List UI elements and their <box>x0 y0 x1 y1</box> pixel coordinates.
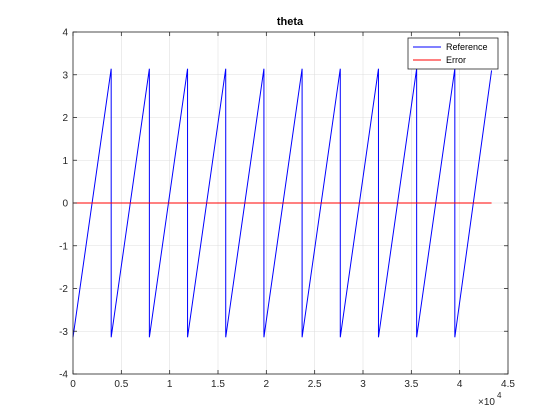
legend-label-error: Error <box>446 55 466 65</box>
x-tick-label: 3.5 <box>404 379 418 390</box>
y-tick-label: 4 <box>62 28 68 39</box>
y-tick-label: -1 <box>59 241 68 252</box>
x-tick-label: 4 <box>457 379 463 390</box>
x-tick-label: 4.5 <box>501 379 515 390</box>
legend: Reference Error <box>407 37 499 70</box>
x-tick-label: 1.5 <box>211 379 225 390</box>
x-exponent: ×10 4 <box>478 391 502 408</box>
y-tick-label: -4 <box>59 370 68 381</box>
series-layer <box>72 68 493 338</box>
y-tick-labels: -4 -3 -2 -1 0 1 2 3 4 <box>59 28 68 381</box>
y-tick-label: 1 <box>62 156 68 167</box>
x-tick-label: 0.5 <box>114 379 128 390</box>
x-exponent-power: 4 <box>497 391 502 400</box>
x-tick-label: 3 <box>360 379 366 390</box>
y-tick-label: 3 <box>62 70 68 81</box>
x-tick-label: 1 <box>167 379 173 390</box>
legend-label-reference: Reference <box>446 42 488 52</box>
ticks <box>72 31 509 375</box>
chart-title: theta <box>277 16 304 28</box>
x-tick-label: 2 <box>264 379 270 390</box>
legend-box <box>407 37 499 70</box>
y-tick-label: -3 <box>59 327 68 338</box>
x-exponent-base: ×10 <box>478 397 495 408</box>
x-tick-labels: 0 0.5 1 1.5 2 2.5 3 3.5 4 4.5 <box>70 379 515 390</box>
y-tick-label: -2 <box>59 284 68 295</box>
y-tick-label: 2 <box>62 113 68 124</box>
x-tick-label: 0 <box>70 379 76 390</box>
x-tick-label: 2.5 <box>308 379 322 390</box>
y-tick-label: 0 <box>62 199 68 210</box>
